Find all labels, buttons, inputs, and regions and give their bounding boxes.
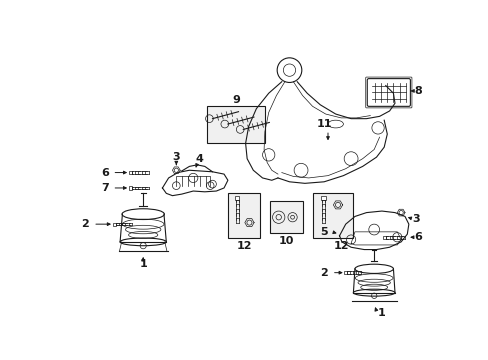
Bar xyxy=(235,197,239,199)
Bar xyxy=(270,201,302,233)
Text: 11: 11 xyxy=(316,119,331,129)
Text: 12: 12 xyxy=(236,241,251,251)
Text: 2: 2 xyxy=(320,267,327,278)
Text: 3: 3 xyxy=(172,152,180,162)
Text: 2: 2 xyxy=(81,219,89,229)
Text: 7: 7 xyxy=(101,183,108,193)
Bar xyxy=(321,197,325,199)
Text: 4: 4 xyxy=(195,154,203,165)
Text: 10: 10 xyxy=(278,236,293,246)
Text: 8: 8 xyxy=(413,86,421,96)
Bar xyxy=(312,193,352,238)
Bar xyxy=(207,106,264,143)
Bar xyxy=(113,222,116,226)
Text: 9: 9 xyxy=(232,95,240,105)
Bar xyxy=(382,236,385,239)
Text: 6: 6 xyxy=(101,167,108,177)
Text: 3: 3 xyxy=(412,214,420,224)
Bar xyxy=(128,171,131,174)
Text: 1: 1 xyxy=(377,309,385,319)
Bar xyxy=(128,186,131,190)
Text: 6: 6 xyxy=(413,232,421,242)
Text: 12: 12 xyxy=(333,241,349,251)
Text: 1: 1 xyxy=(139,259,147,269)
Text: 5: 5 xyxy=(320,227,327,237)
Bar xyxy=(227,193,260,238)
Bar xyxy=(344,271,346,274)
